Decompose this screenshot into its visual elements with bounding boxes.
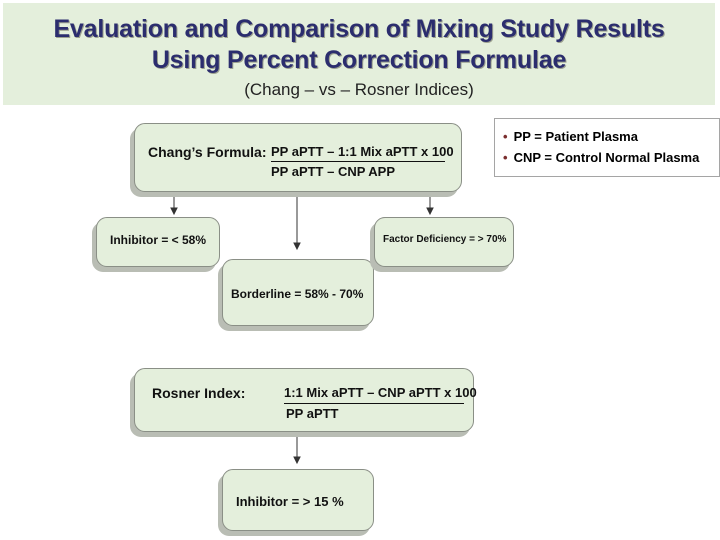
rosner-inhibitor-result-text: Inhibitor = > 15 % [236, 494, 344, 509]
rosner-numerator: 1:1 Mix aPTT – CNP aPTT x 100 [284, 385, 477, 400]
legend-item-pp: • PP = Patient Plasma [503, 129, 638, 144]
abbreviation-legend: • PP = Patient Plasma • CNP = Control Norm… [494, 118, 720, 177]
legend-item-cnp: • CNP = Control Normal Plasma [503, 150, 700, 165]
arrow-head-borderline [293, 242, 301, 251]
rosner-fraction-bar [284, 403, 464, 404]
chang-numerator: PP aPTT – 1:1 Mix aPTT x 100 [271, 144, 454, 159]
borderline-result-box: Borderline = 58% - 70% [222, 259, 374, 326]
title-line-2: Using Percent Correction Formulae [151, 46, 567, 74]
arrow-head-inhibitor [170, 207, 178, 216]
title-banner: Evaluation and Comparison of Mixing Stud… [3, 3, 715, 105]
inhibitor-result-box: Inhibitor = < 58% [96, 217, 220, 267]
inhibitor-result-text: Inhibitor = < 58% [110, 233, 207, 247]
rosner-index-label: Rosner Index: [152, 385, 246, 401]
factor-deficiency-result-box: Factor Deficiency = > 70% [374, 217, 514, 267]
rosner-denominator: PP aPTT [286, 406, 339, 421]
title-line-1: Evaluation and Comparison of Mixing Stud… [53, 15, 665, 43]
bullet-icon: • [503, 150, 508, 165]
subtitle: (Chang – vs – Rosner Indices) [244, 80, 474, 99]
arrow-head-rosner-result [293, 456, 301, 465]
arrow-head-factor-deficiency [426, 207, 434, 216]
borderline-result-text: Borderline = 58% - 70% [231, 287, 364, 301]
rosner-index-box: Rosner Index: 1:1 Mix aPTT – CNP aPTT x … [134, 368, 477, 432]
chang-formula-box: Chang’s Formula: PP aPTT – 1:1 Mix aPTT … [134, 123, 462, 192]
chang-formula-label: Chang’s Formula: [148, 144, 267, 160]
factor-deficiency-result-text: Factor Deficiency = > 70% [383, 234, 507, 245]
bullet-icon: • [503, 129, 508, 144]
rosner-inhibitor-result-box: Inhibitor = > 15 % [222, 469, 374, 531]
chang-denominator: PP aPTT – CNP APP [271, 164, 396, 179]
chang-fraction-bar [271, 161, 445, 162]
